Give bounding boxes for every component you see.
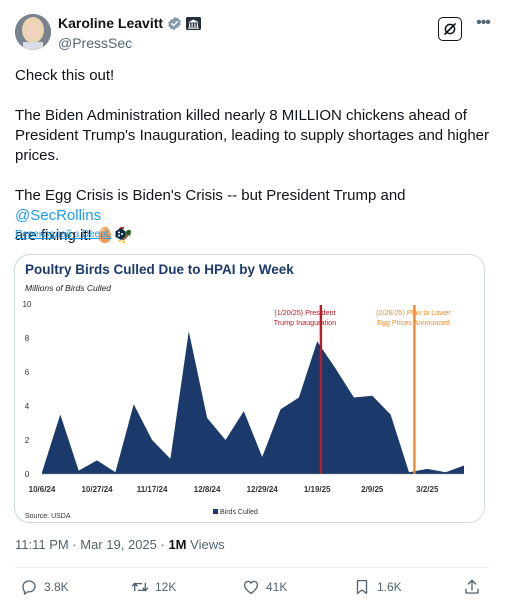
x-tick-label: 10/27/24 — [81, 485, 113, 494]
legend-label: Birds Culled — [220, 509, 258, 516]
chart-card[interactable]: Poultry Birds Culled Due to HPAI by Week… — [14, 254, 485, 523]
tweet-line: prices. — [15, 147, 60, 164]
repost-count: 12K — [155, 580, 177, 594]
government-building-icon[interactable] — [186, 16, 202, 30]
y-tick-label: 10 — [23, 300, 32, 309]
reply-count: 3.8K — [44, 580, 69, 594]
chart-svg: Poultry Birds Culled Due to HPAI by Week… — [23, 262, 464, 520]
x-tick-label: 3/2/25 — [416, 485, 439, 494]
share-button[interactable] — [463, 578, 481, 596]
mention-link[interactable]: @SecRollins — [15, 207, 102, 224]
tweet-text: Check this out! The Biden Administration… — [15, 66, 490, 246]
chart-title: Poultry Birds Culled Due to HPAI by Week — [25, 262, 294, 277]
tweet-line: President Trump's Inauguration, leading … — [15, 127, 489, 144]
bookmark-button[interactable]: 1.6K — [353, 578, 402, 596]
reply-icon — [22, 580, 36, 595]
source-label: Source: USDA — [25, 513, 71, 520]
divider — [15, 567, 490, 568]
like-button[interactable]: 41K — [242, 578, 287, 596]
legend-swatch — [213, 509, 218, 514]
translate-label: Перекладай з DeepL — [15, 228, 112, 240]
x-tick-label: 11/17/24 — [137, 485, 168, 494]
views-label: Views — [190, 537, 225, 552]
views-count: 1M — [168, 537, 187, 552]
y-tick-label: 8 — [25, 334, 30, 343]
tweet-date: Mar 19, 2025 — [80, 537, 157, 552]
annotation-label: (1/20/25) President — [274, 308, 335, 317]
x-tick-label: 12/29/24 — [247, 485, 279, 494]
x-tick-label: 12/8/24 — [194, 485, 221, 494]
birds-culled-area — [42, 331, 464, 474]
annotation-label: Egg Prices Announced — [377, 318, 450, 327]
tweet-line: The Biden Administration killed nearly 8… — [15, 107, 467, 124]
y-tick-label: 4 — [25, 402, 30, 411]
avatar[interactable] — [15, 14, 51, 50]
share-icon — [465, 579, 479, 594]
deepl-icon — [115, 228, 126, 240]
repost-button[interactable]: 12K — [131, 578, 176, 596]
tweet-line: The Egg Crisis is Biden's Crisis -- but … — [15, 187, 410, 204]
action-bar: 3.8K 12K 41K 1.6K — [20, 578, 485, 598]
y-tick-label: 2 — [25, 436, 30, 445]
annotation-label: (2/26/25) Plan to Lower — [376, 308, 451, 317]
translate-link[interactable]: Перекладай з DeepL — [15, 228, 126, 240]
grok-icon — [444, 23, 456, 35]
y-tick-label: 6 — [25, 368, 30, 377]
annotation-label: Trump Inauguration — [274, 318, 336, 327]
tweet-line: Check this out! — [15, 67, 115, 84]
bookmark-icon — [356, 579, 368, 595]
x-tick-label: 10/6/24 — [29, 485, 56, 494]
repost-icon — [131, 582, 149, 592]
timestamp[interactable]: 11:11 PM · Mar 19, 2025 · 1M Views — [15, 537, 225, 552]
more-options-icon[interactable]: ••• — [476, 14, 491, 31]
verified-badge-icon[interactable] — [167, 16, 182, 31]
author-name[interactable]: Karoline Leavitt — [58, 15, 164, 31]
chart-subtitle: Millions of Birds Culled — [25, 283, 111, 293]
reply-button[interactable]: 3.8K — [20, 578, 69, 596]
like-count: 41K — [266, 580, 288, 594]
x-tick-label: 2/9/25 — [361, 485, 384, 494]
x-tick-label: 1/19/25 — [304, 485, 331, 494]
heart-icon — [243, 580, 259, 595]
author-handle[interactable]: @PressSec — [58, 35, 133, 51]
author-name-row: Karoline Leavitt — [58, 15, 202, 31]
tweet-line: are fixing it! — [15, 227, 96, 244]
grok-button[interactable] — [438, 17, 462, 41]
bookmark-count: 1.6K — [377, 580, 402, 594]
tweet-time: 11:11 PM — [15, 537, 69, 552]
y-tick-label: 0 — [25, 470, 30, 479]
